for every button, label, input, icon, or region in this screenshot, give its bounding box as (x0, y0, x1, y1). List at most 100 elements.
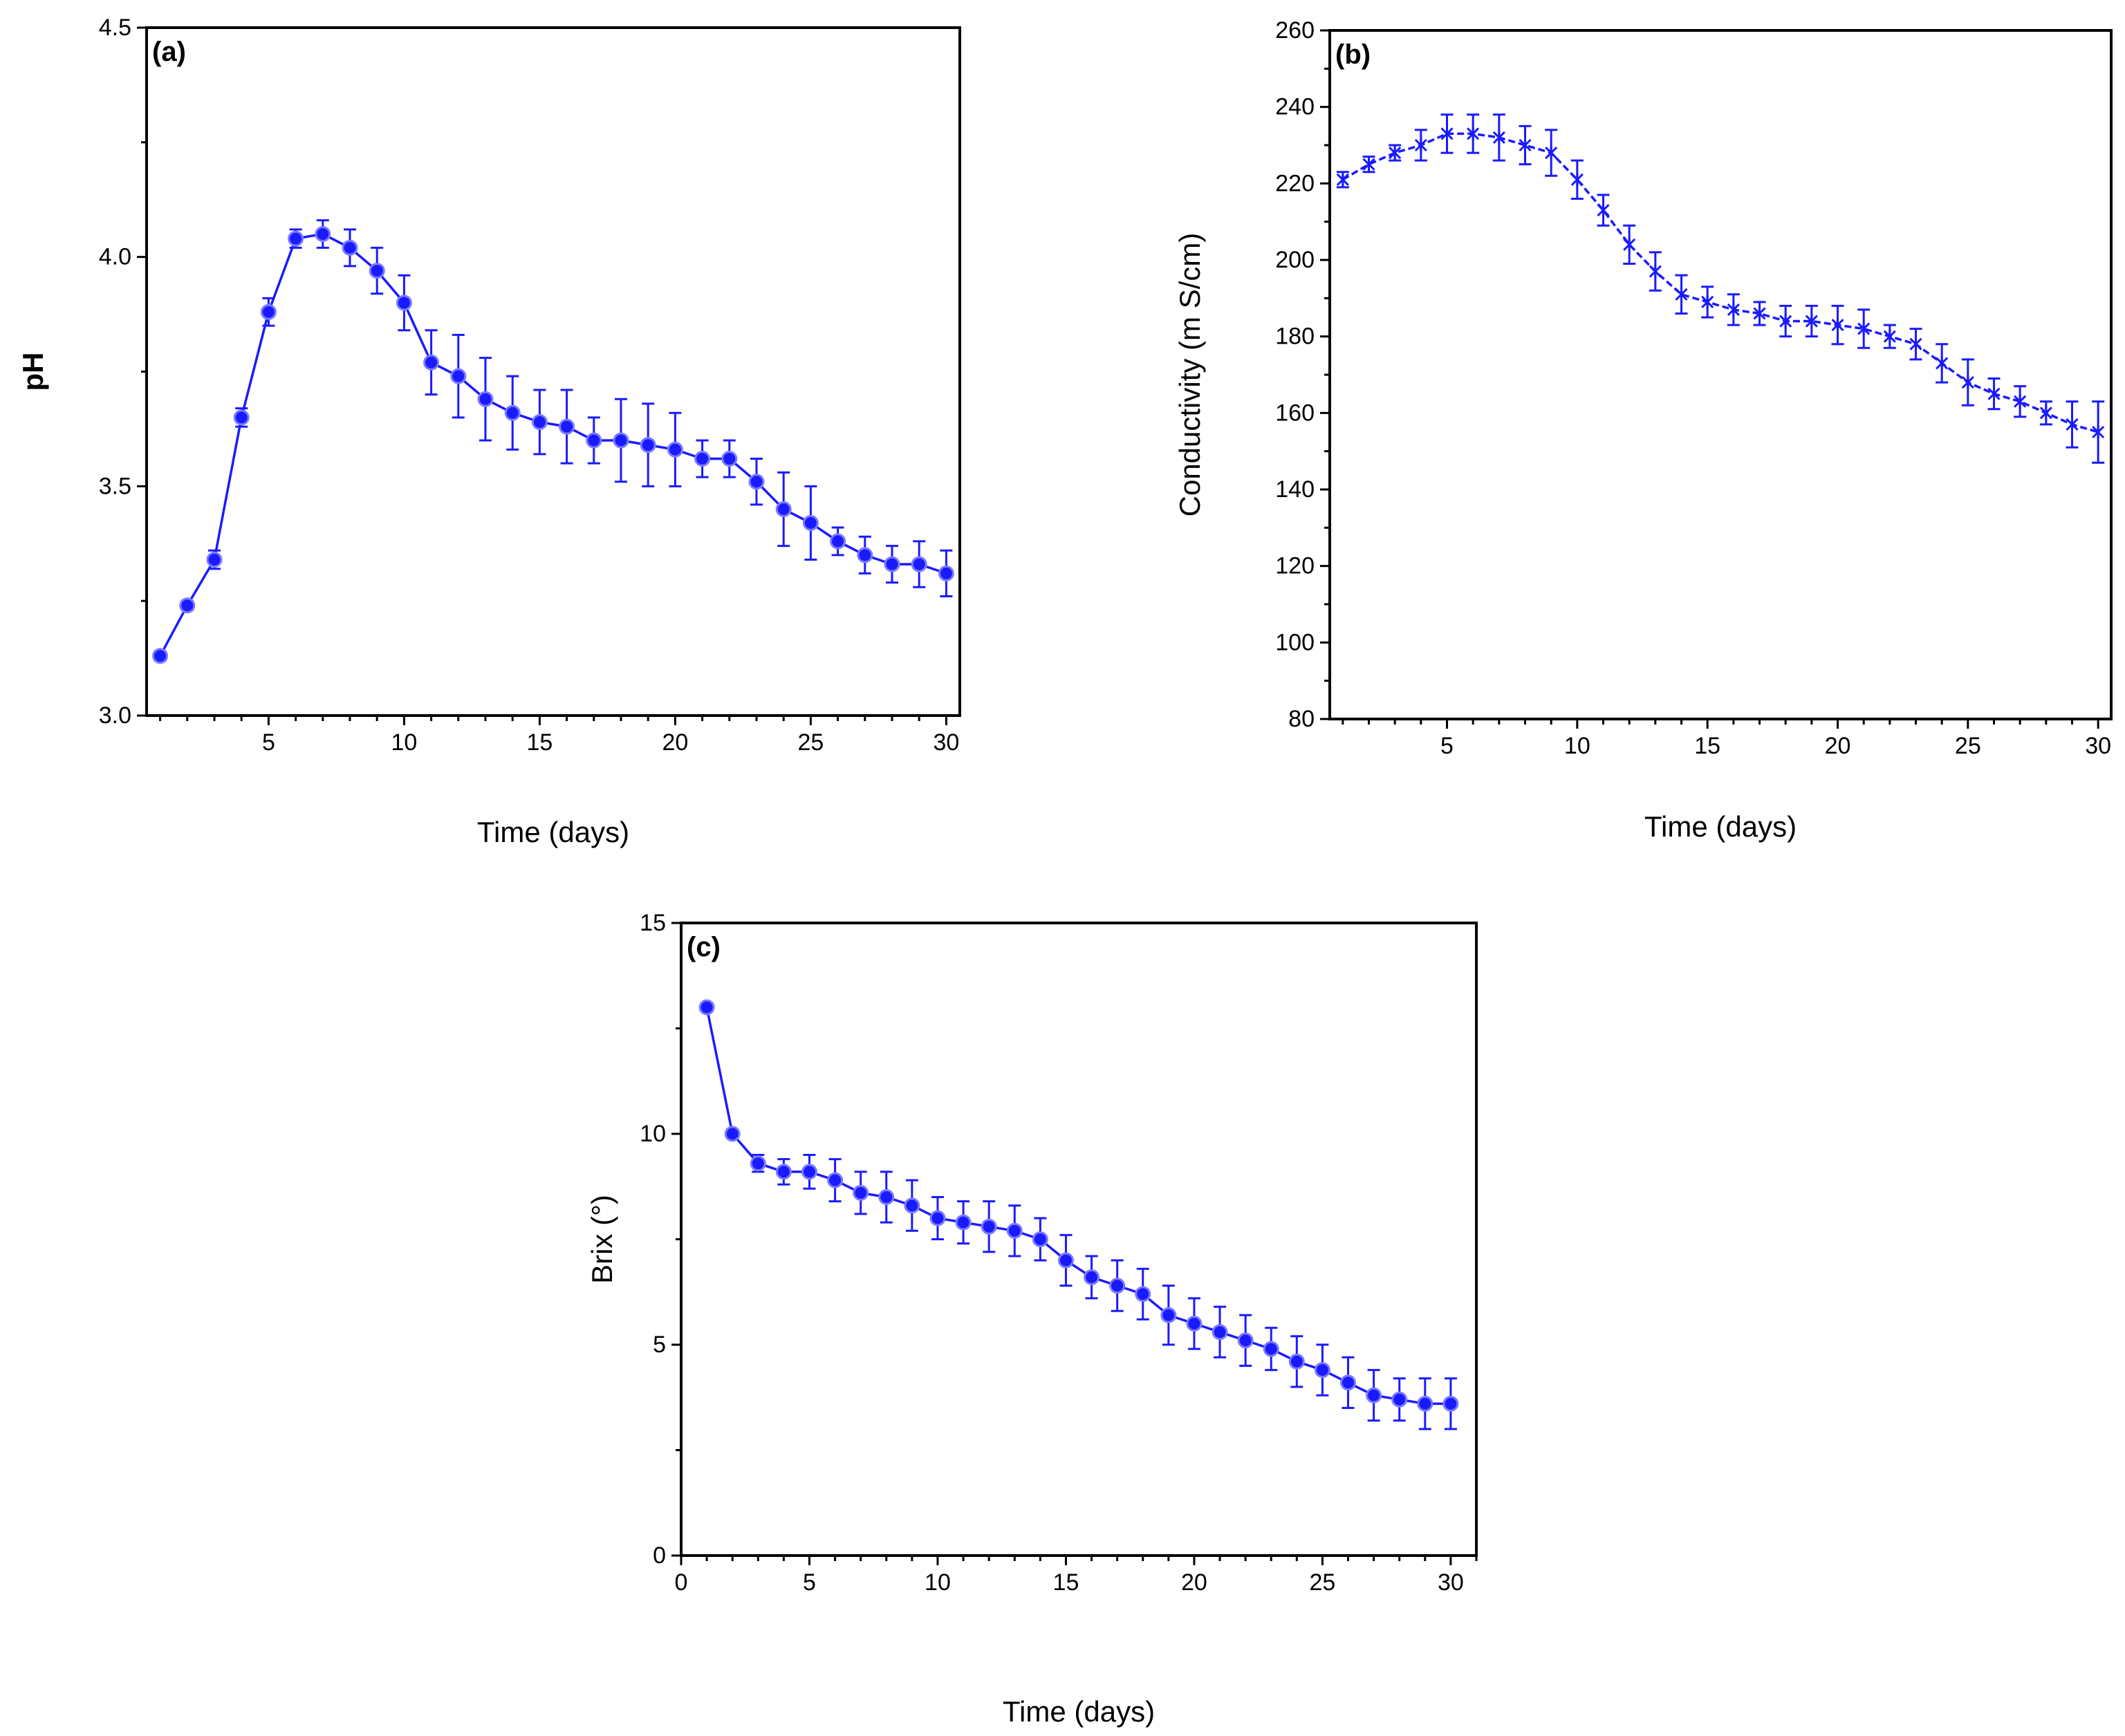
data-point-a (152, 648, 169, 664)
data-point-b (1467, 127, 1480, 141)
y-tick-label-a: 3.5 (99, 473, 131, 499)
data-point-c (1417, 1395, 1433, 1412)
data-point-b (1336, 172, 1349, 187)
data-point-c (1237, 1332, 1254, 1349)
plot-frame-c (680, 922, 1478, 1557)
data-point-a (450, 368, 467, 384)
y-tick-label-b: 100 (1275, 629, 1315, 655)
panel-label-a: (a) (152, 37, 186, 67)
y-tick-label-b: 180 (1275, 324, 1315, 350)
panel-label-b: (b) (1335, 39, 1371, 70)
x-tick-label-a: 10 (391, 729, 417, 756)
x-tick-label-a: 25 (797, 729, 824, 756)
data-point-b (1701, 295, 1714, 309)
y-tick-label-c: 15 (640, 910, 666, 936)
data-point-a (342, 239, 358, 256)
data-point-a (477, 391, 494, 407)
data-point-b (1519, 138, 1532, 152)
y-axis-title-b: Conductivity (m S/cm) (1173, 233, 1206, 517)
data-point-c (1084, 1269, 1100, 1285)
data-point-c (1160, 1307, 1177, 1323)
data-point-b (1961, 375, 1974, 390)
chart-b: 80 100 120 140 160 180 200 220 240 260 5 10 15 20 25 30… (1173, 17, 2113, 843)
y-tick-label-b: 200 (1275, 247, 1315, 273)
x-tick-label-a: 15 (526, 729, 553, 756)
data-point-c (1109, 1278, 1126, 1294)
data-point-a (830, 533, 846, 550)
data-point-c (1057, 1252, 1074, 1269)
data-point-a (288, 230, 304, 247)
x-tick-label-b: 25 (1955, 733, 1981, 759)
data-point-a (369, 263, 385, 279)
data-point-b (1362, 157, 1375, 171)
data-point-b (1649, 264, 1662, 279)
data-point-c (1288, 1353, 1305, 1370)
data-point-c (698, 999, 715, 1016)
data-point-a (721, 451, 738, 467)
x-tick-label-c: 15 (1053, 1569, 1079, 1596)
data-point-b (1883, 329, 1896, 344)
x-tick-label-b: 10 (1564, 733, 1590, 759)
x-axis-title-a: Time (days) (477, 816, 629, 848)
data-point-c (1186, 1316, 1203, 1332)
data-point-c (1340, 1374, 1357, 1391)
x-tick-label-c: 10 (925, 1569, 951, 1596)
y-tick-label-a: 4.0 (99, 244, 131, 270)
data-point-a (884, 556, 900, 572)
data-point-c (981, 1218, 997, 1235)
data-point-a (775, 501, 792, 517)
data-point-c (827, 1172, 844, 1188)
data-point-b (1570, 172, 1584, 187)
data-point-a (396, 295, 412, 311)
data-point-a (938, 565, 954, 581)
data-point-c (1314, 1362, 1330, 1379)
data-point-a (911, 556, 927, 572)
data-point-b (1440, 127, 1454, 141)
data-point-c (1212, 1324, 1228, 1341)
plot-frame-a (145, 26, 961, 717)
data-point-b (1389, 146, 1402, 160)
x-tick-label-c: 30 (1438, 1569, 1464, 1596)
data-point-c (929, 1210, 946, 1226)
data-point-a (423, 354, 440, 371)
data-point-b (1623, 237, 1636, 252)
data-point-a (531, 413, 548, 430)
data-point-b (1727, 302, 1740, 317)
x-tick-label-b: 30 (2085, 733, 2111, 759)
data-point-b (1831, 318, 1844, 333)
data-point-b (1597, 203, 1610, 218)
y-tick-label-b: 120 (1275, 553, 1315, 579)
data-point-b (1492, 130, 1505, 144)
y-tick-label-b: 80 (1288, 706, 1315, 732)
data-point-c (1006, 1222, 1023, 1239)
y-axis-title-a: pH (17, 353, 49, 391)
series-line-b (1342, 132, 2099, 433)
x-tick-label-b: 15 (1694, 733, 1720, 759)
y-tick-label-c: 5 (653, 1332, 666, 1358)
data-point-a (504, 404, 521, 421)
data-point-b (2066, 417, 2079, 431)
data-point-c (801, 1164, 817, 1180)
data-point-c (1032, 1231, 1048, 1247)
data-point-b (2092, 425, 2105, 439)
data-point-c (750, 1155, 766, 1172)
x-axis-title-b: Time (days) (1644, 810, 1797, 843)
data-point-a (586, 432, 602, 449)
data-point-a (233, 409, 250, 426)
data-point-c (1366, 1387, 1382, 1403)
chart-a: 3.0 3.5 4.0 4.5 5 10 15 20 25 30 Time (days) pH (a) (17, 15, 961, 848)
x-tick-label-c: 25 (1310, 1569, 1336, 1596)
y-tick-label-c: 0 (653, 1542, 666, 1569)
x-axis-title-c: Time (days) (1003, 1695, 1155, 1728)
data-point-c (775, 1164, 792, 1180)
y-tick-label-b: 220 (1275, 170, 1315, 196)
data-point-a (667, 441, 683, 458)
series-line-a (159, 232, 947, 657)
x-tick-label-c: 0 (675, 1569, 688, 1596)
data-point-c (955, 1214, 972, 1231)
data-point-a (613, 432, 629, 449)
x-tick-label-a: 30 (933, 729, 959, 756)
x-tick-label-b: 5 (1440, 733, 1454, 759)
